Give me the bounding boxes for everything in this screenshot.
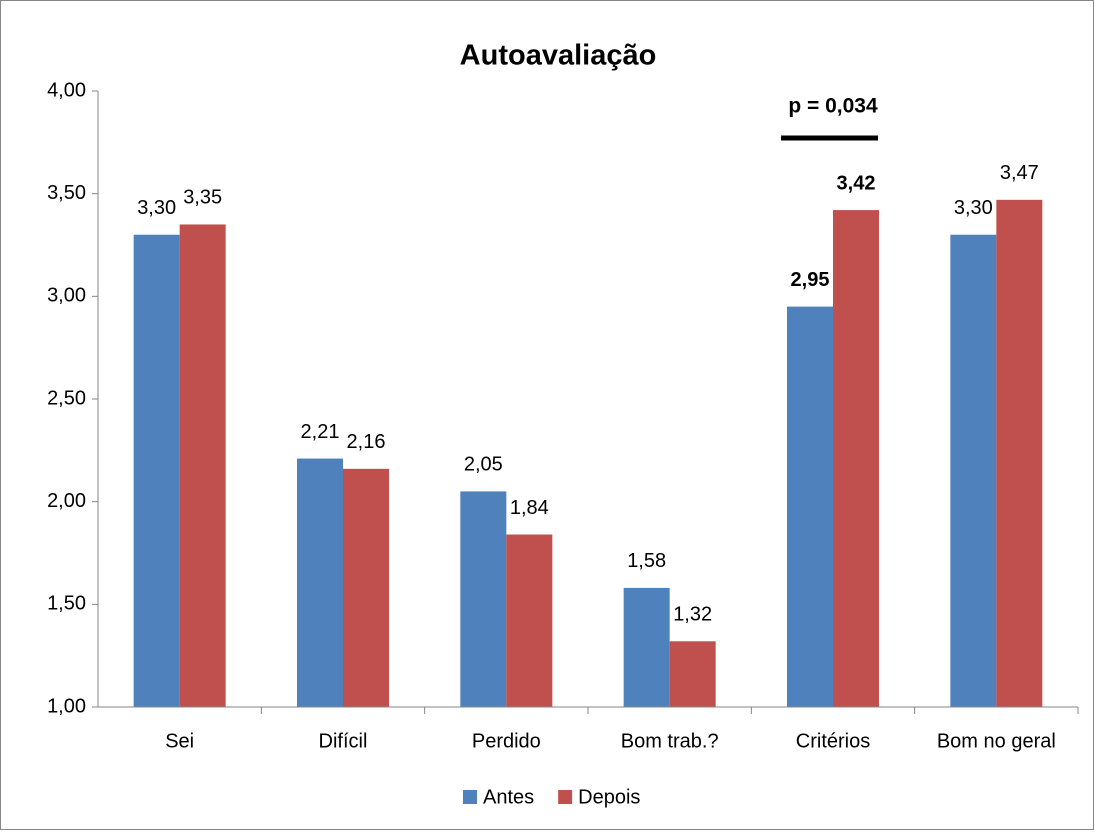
y-tick-label: 1,50 bbox=[47, 593, 86, 615]
bar bbox=[133, 234, 180, 707]
legend-label: Depois bbox=[578, 786, 640, 808]
bar bbox=[950, 234, 997, 707]
x-tick-label: Bom no geral bbox=[937, 730, 1056, 752]
legend-swatch bbox=[558, 790, 573, 804]
y-tick-label: 3,00 bbox=[47, 285, 86, 307]
x-tick-label: Sei bbox=[165, 730, 194, 752]
bar bbox=[297, 458, 343, 707]
bar bbox=[833, 210, 879, 708]
y-tick-label: 4,00 bbox=[47, 79, 86, 101]
value-label: 1,84 bbox=[510, 497, 549, 519]
bar bbox=[669, 641, 716, 707]
bar bbox=[996, 199, 1043, 707]
value-label: 3,30 bbox=[137, 197, 176, 219]
value-label: 2,16 bbox=[347, 431, 386, 453]
bar bbox=[506, 534, 553, 707]
bar bbox=[179, 224, 226, 707]
x-tick-label: Bom trab.? bbox=[621, 730, 719, 752]
y-tick-label: 1,00 bbox=[47, 695, 86, 717]
value-label: 3,30 bbox=[954, 197, 993, 219]
value-label: 2,05 bbox=[464, 454, 503, 476]
x-tick-label: Difícil bbox=[319, 730, 368, 752]
annotation: p = 0,034 bbox=[788, 95, 878, 118]
chart-title: Autoavaliação bbox=[460, 40, 657, 72]
bar bbox=[787, 306, 833, 707]
value-label: 2,21 bbox=[301, 421, 340, 443]
value-label: 2,95 bbox=[791, 269, 830, 291]
value-label: 3,35 bbox=[183, 187, 222, 209]
legend-swatch bbox=[463, 790, 477, 804]
value-label: 3,47 bbox=[1000, 162, 1039, 184]
bar bbox=[343, 468, 389, 707]
x-tick-label: Critérios bbox=[796, 730, 870, 752]
x-tick-label: Perdido bbox=[472, 730, 541, 752]
value-label: 1,32 bbox=[673, 604, 712, 626]
bar bbox=[623, 587, 670, 707]
legend-label: Antes bbox=[483, 786, 534, 808]
bar bbox=[460, 491, 507, 707]
value-label: 3,42 bbox=[837, 172, 876, 194]
y-tick-label: 2,50 bbox=[47, 387, 86, 409]
value-label: 1,58 bbox=[627, 550, 666, 572]
y-tick-label: 2,00 bbox=[47, 490, 86, 512]
y-tick-label: 3,50 bbox=[47, 182, 86, 204]
